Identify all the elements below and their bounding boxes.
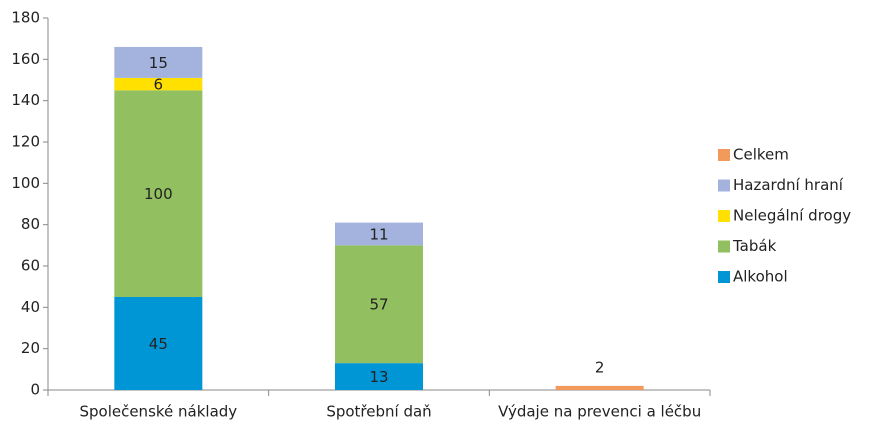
y-tick-label: 20 — [21, 339, 40, 357]
data-label: 6 — [154, 76, 164, 94]
y-tick-label: 80 — [21, 215, 40, 233]
y-tick-label: 60 — [21, 257, 40, 275]
bar-segment — [335, 363, 423, 390]
legend-label: Nelegální drogy — [733, 207, 851, 225]
legend-label: Hazardní hraní — [733, 176, 844, 194]
bar-segment — [114, 297, 203, 390]
legend-swatch — [718, 240, 730, 253]
data-label: 11 — [369, 225, 388, 243]
bar-segment — [114, 77, 203, 91]
bar-segment — [335, 245, 423, 364]
data-label: 2 — [595, 358, 605, 376]
y-tick-label: 160 — [11, 50, 40, 68]
bar-segment — [114, 46, 203, 78]
y-tick-label: 120 — [11, 133, 40, 151]
legend-label: Alkohol — [733, 268, 788, 286]
data-label: 15 — [149, 54, 168, 72]
y-tick-label: 0 — [30, 381, 40, 399]
legend-swatch — [718, 210, 730, 222]
x-tick-label: Spotřební daň — [326, 403, 431, 421]
legend-swatch — [718, 149, 730, 161]
y-tick-label: 140 — [11, 91, 40, 109]
y-tick-label: 40 — [21, 298, 40, 316]
bar-segment — [335, 222, 423, 246]
y-tick-label: 180 — [11, 9, 40, 27]
x-tick-label: Výdaje na prevenci a léčbu — [498, 403, 701, 421]
bar-segment — [114, 90, 203, 297]
data-label: 57 — [369, 296, 388, 314]
bar-segment — [555, 385, 644, 390]
data-label: 45 — [149, 335, 168, 353]
y-tick-label: 100 — [11, 174, 40, 192]
legend-swatch — [718, 179, 730, 192]
data-label: 100 — [144, 185, 173, 203]
legend-label: Tabák — [732, 237, 777, 255]
legend-label: Celkem — [733, 146, 789, 164]
data-label: 13 — [369, 368, 388, 386]
x-tick-label: Společenské náklady — [79, 403, 237, 421]
legend-swatch — [718, 271, 730, 283]
